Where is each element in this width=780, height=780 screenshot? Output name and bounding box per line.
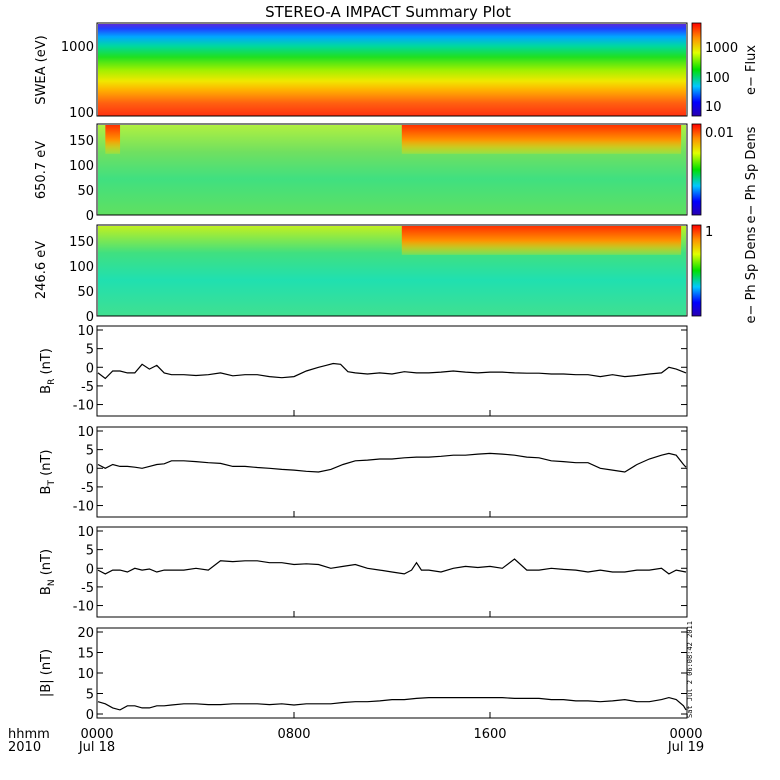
pad246-ytick: 0 — [86, 310, 94, 325]
bn-ytick: 0 — [86, 562, 94, 577]
bn-panel: -10 -5 0 5 10 BN (nT) — [39, 525, 688, 618]
bmag-ytick: 0 — [86, 708, 94, 723]
br-ytick: 10 — [77, 324, 94, 339]
pad650-ylabel: 650.7 eV — [34, 141, 49, 199]
bn-ytick: -5 — [81, 581, 94, 596]
bmag-frame — [96, 627, 688, 719]
pad246-ytick: 50 — [77, 285, 94, 300]
timestamp-stamp: Sat Jul 2 06:08:42 2011 — [686, 621, 694, 718]
magnetic-field-panels: -10 -5 0 5 10 BR (nT) -10 -5 0 5 10 BT (nT) -10 -5 0 5 1… — [39, 324, 688, 723]
bmag-panel: 0 5 10 15 20 |B| (nT) — [39, 626, 688, 723]
pad246-ytick: 150 — [69, 235, 94, 250]
pad246-colorbar — [691, 224, 702, 317]
bn-ylabel: BN (nT) — [39, 549, 57, 595]
pad650-colorbar — [691, 123, 702, 216]
bt-ytick: 5 — [86, 444, 94, 459]
bmag-ytick: 15 — [77, 647, 94, 662]
swea-cbar-tick-100: 100 — [705, 71, 730, 86]
pad650-panel: 650.7 eV 0 50 100 150 0.01 e− Ph Sp Dens — [34, 123, 759, 224]
pad246-high-intensity — [401, 226, 682, 255]
bmag-ytick: 5 — [86, 688, 94, 703]
swea-panel: SWEA (eV) 1000 100 1000 100 10 e− Flux — [34, 22, 759, 121]
br-ylabel: BR (nT) — [39, 348, 57, 394]
br-ytick: -10 — [73, 399, 94, 414]
bn-ytick: 10 — [77, 525, 94, 540]
swea-cbar-label: e− Flux — [744, 45, 759, 95]
bn-series-line — [97, 558, 687, 575]
bmag-ytick: 20 — [77, 626, 94, 641]
pad246-panel: 246.6 eV 0 50 100 150 1 e− Ph Sp Dens — [34, 224, 759, 325]
pad650-ytick: 50 — [77, 184, 94, 199]
time-axis-year-label: 2010 — [8, 740, 41, 755]
pad650-high-intensity — [105, 125, 682, 154]
bt-ytick: -10 — [73, 500, 94, 515]
bn-ytick: -10 — [73, 600, 94, 615]
pad650-cbar-label: e− Ph Sp Dens — [744, 126, 759, 223]
bt-ytick: 10 — [77, 425, 94, 440]
bt-series-line — [97, 452, 687, 473]
pad650-frame — [96, 123, 688, 216]
pad246-cbar-tick: 1 — [705, 225, 713, 240]
time-tick-1: 0800 — [277, 727, 310, 742]
bt-panel: -10 -5 0 5 10 BT (nT) — [39, 425, 688, 518]
swea-ytick-100: 100 — [69, 106, 94, 121]
br-ytick: 0 — [86, 361, 94, 376]
time-tick-0: 0000 — [80, 727, 113, 742]
time-tick-3: 0000 — [669, 727, 702, 742]
plot-title: STEREO-A IMPACT Summary Plot — [265, 3, 511, 21]
pad246-hot-band — [401, 226, 682, 255]
swea-cbar-tick-1000: 1000 — [705, 41, 738, 56]
bt-frame — [96, 426, 688, 518]
br-ytick: 5 — [86, 343, 94, 358]
time-axis: hhmm 2010 0000 Jul 18 0800 1600 0000 Jul… — [8, 727, 704, 755]
bmag-ytick: 10 — [77, 667, 94, 682]
br-ytick: -5 — [81, 380, 94, 395]
bn-frame — [96, 526, 688, 618]
bmag-ylabel: |B| (nT) — [39, 649, 54, 697]
pad650-hot-band — [105, 125, 121, 154]
bt-ylabel: BT (nT) — [39, 450, 57, 495]
time-tick-0-date: Jul 18 — [78, 740, 115, 755]
swea-frame — [96, 22, 688, 117]
bt-ytick: -5 — [81, 481, 94, 496]
pad650-ytick: 150 — [69, 134, 94, 149]
swea-cbar-tick-10: 10 — [705, 100, 722, 115]
pad246-ylabel: 246.6 eV — [34, 241, 49, 299]
bt-ytick: 0 — [86, 462, 94, 477]
time-tick-2: 1600 — [473, 727, 506, 742]
pad650-ytick: 0 — [86, 209, 94, 224]
swea-ylabel: SWEA (eV) — [34, 35, 49, 104]
pad246-cbar-label: e− Ph Sp Dens — [744, 226, 759, 323]
pad246-frame — [96, 224, 688, 317]
br-panel: -10 -5 0 5 10 BR (nT) — [39, 324, 688, 417]
swea-ytick-1000: 1000 — [61, 40, 94, 55]
bmag-series-line — [97, 696, 687, 711]
br-series-line — [97, 362, 687, 380]
time-tick-3-date: Jul 19 — [667, 740, 704, 755]
pad650-ytick: 100 — [69, 159, 94, 174]
swea-spectrogram — [98, 24, 686, 116]
pad650-hot-band — [401, 125, 682, 154]
time-axis-hhmm-label: hhmm — [8, 727, 50, 742]
swea-colorbar — [691, 22, 702, 117]
pad650-cbar-tick: 0.01 — [705, 126, 734, 141]
bn-ytick: 5 — [86, 544, 94, 559]
br-frame — [96, 325, 688, 417]
pad246-ytick: 100 — [69, 260, 94, 275]
